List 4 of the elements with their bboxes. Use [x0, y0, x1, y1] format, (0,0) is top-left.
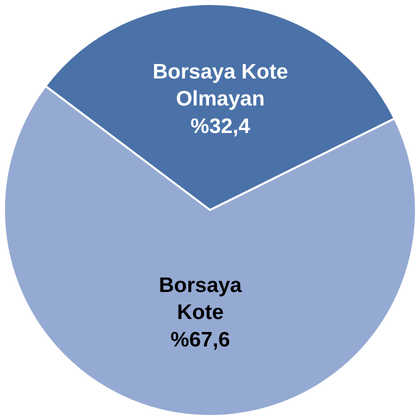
data-label: %67,6: [170, 328, 230, 352]
slice-label: Borsaya Kote Olmayan: [152, 60, 288, 111]
data-label: %32,4: [190, 114, 250, 138]
slice-label: Borsaya Kote: [158, 274, 242, 324]
